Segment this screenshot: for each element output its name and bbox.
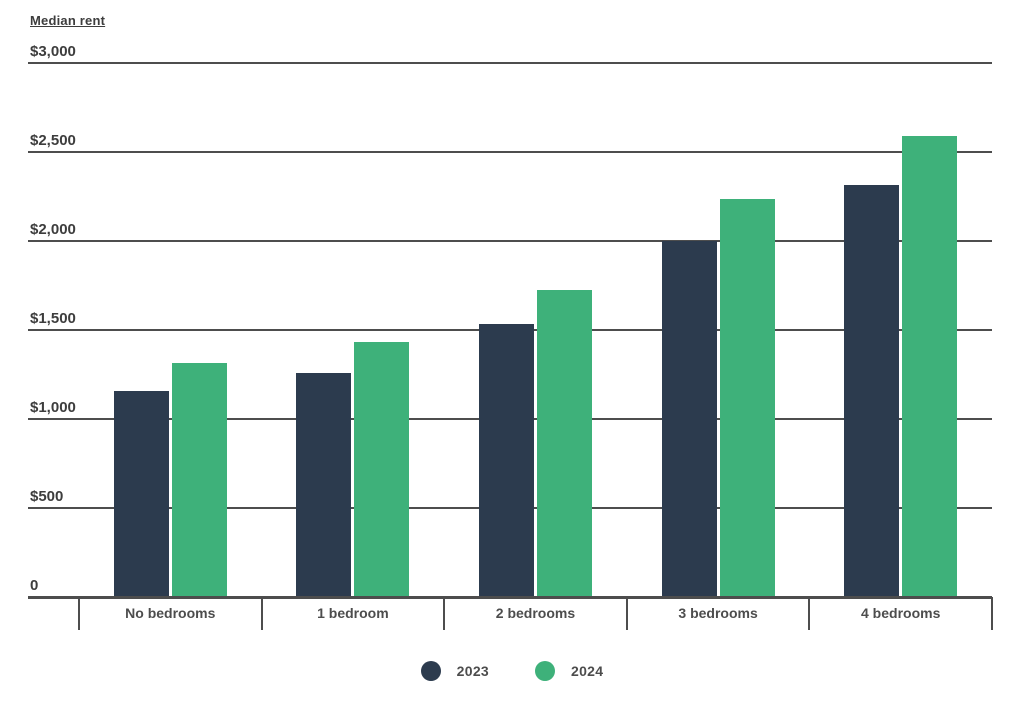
x-axis-tick <box>991 597 993 630</box>
legend-item-2023: 2023 <box>420 661 489 681</box>
plot-area: $3,000 $2,500 $2,000 $1,500 $1,000 $500 0 <box>28 43 993 630</box>
x-axis-tick <box>625 597 628 630</box>
y-tick-label-2000: $2,000 <box>30 221 76 238</box>
legend-item-2024: 2024 <box>535 661 603 681</box>
legend-swatch-2023 <box>420 661 441 681</box>
gridline-3000 <box>28 62 992 64</box>
bar-2024-3-bedrooms <box>719 199 775 597</box>
x-axis-label-4-bedrooms: 4 bedrooms <box>861 605 941 621</box>
bar-2024-2-bedrooms <box>537 289 592 597</box>
legend-label-2024: 2024 <box>571 663 604 679</box>
x-axis-tick <box>443 597 446 630</box>
bar-2024-1-bedroom <box>354 341 410 597</box>
y-tick-label-1000: $1,000 <box>30 399 76 416</box>
y-tick-label-0: 0 <box>30 577 39 594</box>
x-axis-tick <box>260 597 263 630</box>
bar-2024-no-bedrooms <box>171 362 227 597</box>
bar-2023-2-bedrooms <box>479 323 534 597</box>
gridline-2500 <box>28 151 992 153</box>
x-axis-label-1-bedroom: 1 bedroom <box>317 605 389 621</box>
bar-2023-no-bedrooms <box>113 390 169 597</box>
legend: 2023 2024 <box>0 661 1024 681</box>
y-tick-label-3000: $3,000 <box>30 43 76 60</box>
y-tick-label-1500: $1,500 <box>30 310 76 327</box>
bar-2023-3-bedrooms <box>661 241 717 597</box>
bar-2023-4-bedrooms <box>844 184 900 597</box>
legend-swatch-2024 <box>535 661 555 681</box>
x-axis-tick <box>78 597 80 630</box>
gridline-2000 <box>28 240 992 242</box>
y-tick-label-2500: $2,500 <box>30 132 76 149</box>
legend-label-2023: 2023 <box>456 663 489 679</box>
x-axis-tick <box>808 597 811 630</box>
x-axis-label-3-bedrooms: 3 bedrooms <box>678 605 758 621</box>
bar-2024-4-bedrooms <box>902 135 958 597</box>
x-axis-line <box>28 596 992 599</box>
bar-2023-1-bedroom <box>296 372 352 597</box>
chart-title: Median rent <box>30 13 106 28</box>
x-axis-label-no-bedrooms: No bedrooms <box>125 605 216 621</box>
x-axis-label-2-bedrooms: 2 bedrooms <box>495 605 576 621</box>
y-tick-label-500: $500 <box>30 488 64 505</box>
